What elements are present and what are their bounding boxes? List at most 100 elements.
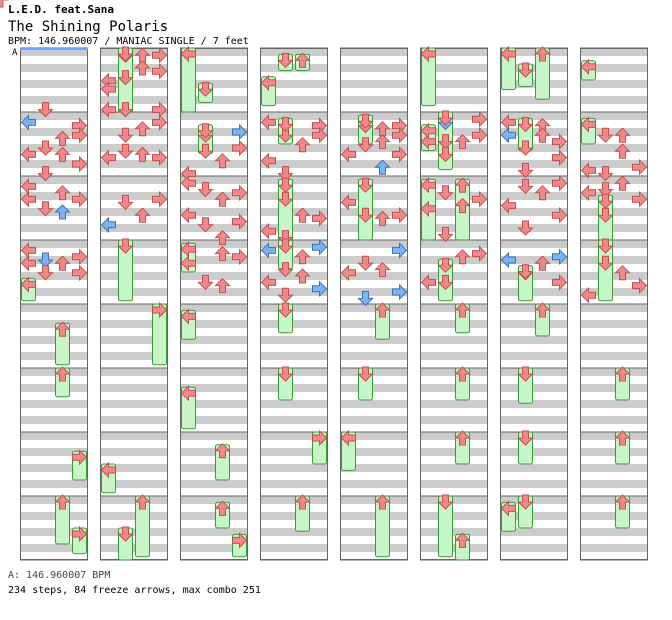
beat-stripe bbox=[340, 112, 408, 120]
step-arrow bbox=[552, 274, 568, 291]
step-arrow bbox=[197, 217, 214, 233]
beat-stripe bbox=[20, 144, 88, 152]
step-arrow-shape bbox=[472, 110, 488, 128]
beat-stripe bbox=[20, 448, 88, 456]
beat-stripe bbox=[500, 64, 568, 72]
step-arrow bbox=[357, 207, 374, 223]
beat-stripe bbox=[180, 64, 248, 72]
beat-stripe bbox=[20, 128, 88, 136]
beat-stripe bbox=[20, 80, 88, 88]
step-arrow-shape bbox=[374, 133, 391, 150]
chart-column-border bbox=[340, 48, 408, 560]
step-arrow-shape bbox=[580, 184, 596, 202]
beat-stripe bbox=[500, 304, 568, 312]
step-arrow bbox=[117, 143, 134, 159]
chart-column-border bbox=[500, 48, 568, 560]
beat-stripe bbox=[180, 528, 248, 536]
beat-stripe bbox=[340, 256, 408, 264]
step-arrow bbox=[214, 229, 231, 246]
step-arrow-shape bbox=[392, 206, 408, 224]
step-arrow bbox=[580, 162, 596, 179]
beat-stripe bbox=[180, 208, 248, 216]
step-arrow-shape bbox=[437, 226, 454, 243]
step-arrow bbox=[552, 133, 568, 150]
step-arrow-shape bbox=[632, 158, 648, 176]
beat-stripe bbox=[340, 432, 408, 440]
step-arrow-shape bbox=[152, 62, 168, 80]
beat-stripe bbox=[100, 288, 168, 296]
step-arrow bbox=[54, 146, 71, 162]
beat-stripe bbox=[20, 400, 88, 408]
step-arrow-shape bbox=[437, 494, 454, 510]
step-arrow bbox=[312, 210, 328, 227]
step-arrow bbox=[392, 206, 408, 224]
beat-stripe bbox=[500, 288, 568, 296]
step-arrow-shape bbox=[552, 248, 568, 266]
step-arrow-shape bbox=[54, 255, 71, 271]
beat-stripe bbox=[260, 48, 328, 56]
step-arrow-shape bbox=[117, 70, 134, 86]
step-arrow-shape bbox=[260, 274, 276, 291]
step-arrow-shape bbox=[597, 193, 614, 209]
step-arrow bbox=[580, 58, 596, 76]
step-arrow-shape bbox=[180, 206, 196, 224]
beat-stripe bbox=[180, 144, 248, 152]
step-arrow-shape bbox=[20, 146, 36, 163]
beat-stripe bbox=[580, 464, 648, 472]
beat-stripe bbox=[580, 416, 648, 424]
beat-stripe bbox=[100, 64, 168, 72]
step-arrow-shape bbox=[197, 123, 214, 139]
step-arrow bbox=[437, 494, 454, 510]
beat-stripe bbox=[20, 320, 88, 328]
step-arrow bbox=[552, 149, 568, 166]
step-arrow-shape bbox=[100, 461, 116, 479]
beat-stripe bbox=[340, 224, 408, 232]
step-arrow bbox=[437, 257, 454, 273]
step-arrow bbox=[180, 45, 196, 63]
step-arrow-shape bbox=[260, 74, 276, 92]
beat-stripe bbox=[340, 512, 408, 520]
beat-stripe bbox=[260, 464, 328, 472]
step-arrow bbox=[134, 121, 151, 137]
step-arrow bbox=[180, 308, 196, 325]
step-arrow-shape bbox=[100, 216, 116, 234]
beat-stripe bbox=[420, 400, 488, 408]
step-arrow bbox=[454, 532, 471, 548]
step-arrow-shape bbox=[517, 220, 534, 236]
step-arrow-shape bbox=[54, 321, 71, 337]
step-arrow-shape bbox=[340, 146, 356, 163]
beat-stripe bbox=[500, 48, 568, 56]
beat-stripe bbox=[340, 304, 408, 312]
beat-stripe bbox=[20, 528, 88, 536]
step-arrow bbox=[534, 185, 551, 201]
step-arrow-shape bbox=[180, 174, 196, 192]
beat-stripe bbox=[100, 96, 168, 104]
beat-stripe bbox=[100, 448, 168, 456]
step-arrow-shape bbox=[500, 251, 516, 269]
beat-stripe bbox=[500, 416, 568, 424]
beat-stripe bbox=[420, 272, 488, 280]
step-arrow-shape bbox=[277, 366, 294, 382]
step-arrow bbox=[614, 366, 631, 382]
step-arrow bbox=[420, 200, 436, 218]
step-arrow bbox=[294, 52, 311, 68]
beat-stripe bbox=[420, 384, 488, 392]
beat-stripe bbox=[580, 208, 648, 216]
step-arrow bbox=[500, 45, 516, 63]
beat-stripe bbox=[180, 368, 248, 376]
beat-stripe bbox=[580, 48, 648, 56]
beat-stripe bbox=[100, 464, 168, 472]
step-arrow-shape bbox=[152, 190, 168, 208]
beat-stripe bbox=[340, 128, 408, 136]
beat-stripe bbox=[20, 112, 88, 120]
beat-stripe bbox=[420, 320, 488, 328]
step-arrow bbox=[454, 177, 471, 193]
beat-stripe bbox=[20, 96, 88, 104]
beat-stripe bbox=[20, 240, 88, 248]
step-arrow bbox=[312, 429, 328, 447]
step-arrow bbox=[277, 262, 294, 278]
step-arrow bbox=[117, 127, 134, 143]
step-arrow bbox=[614, 265, 631, 281]
step-arrow-shape bbox=[260, 242, 276, 259]
step-arrow bbox=[232, 123, 248, 141]
